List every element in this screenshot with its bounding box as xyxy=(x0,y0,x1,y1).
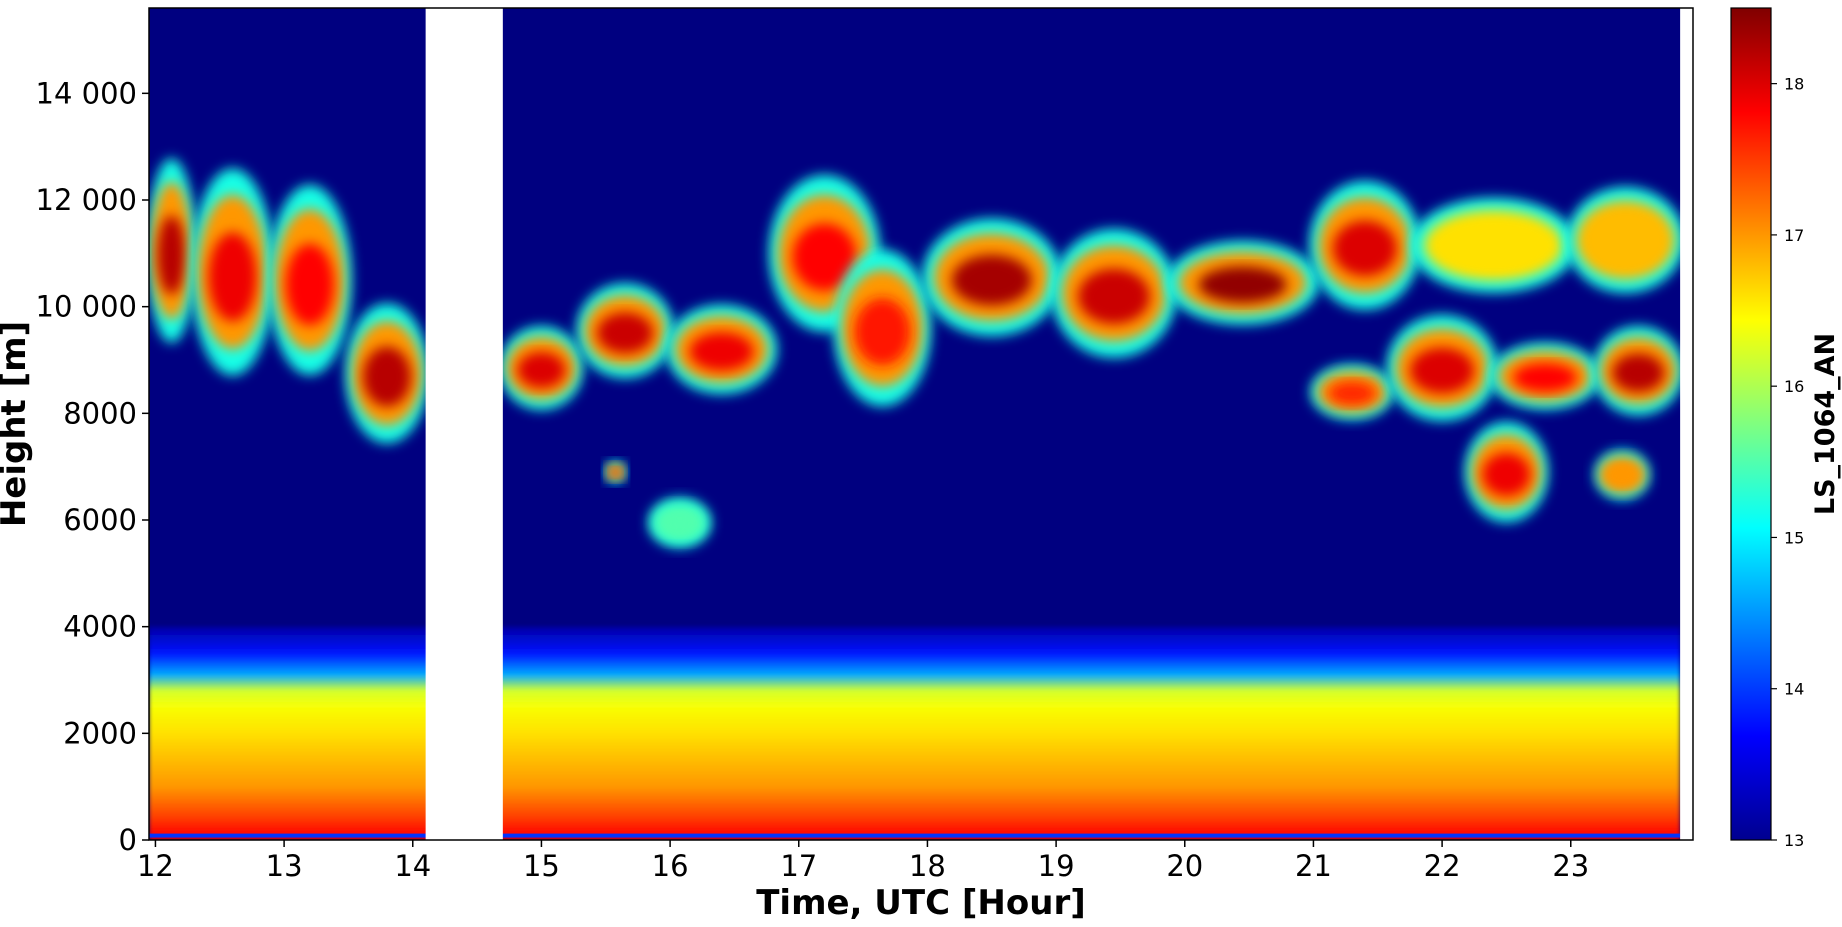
cloud-core xyxy=(285,243,334,326)
colorbar-tick-label: 14 xyxy=(1784,680,1804,699)
y-axis-ticks: 0 2000 4000 6000 8000 10 000 12 000 14 000 xyxy=(36,76,149,857)
cloud-core xyxy=(363,346,411,407)
cloud-core xyxy=(1591,219,1660,266)
data-gap xyxy=(425,8,503,840)
cloud-core xyxy=(609,467,622,478)
cloud-core xyxy=(1078,268,1150,324)
cloud-core xyxy=(1332,220,1397,276)
ground-signal-line xyxy=(149,833,1681,838)
x-tick-label: 18 xyxy=(909,849,946,883)
y-tick-label: 14 000 xyxy=(36,76,137,110)
x-tick-label: 23 xyxy=(1552,849,1589,883)
cloud-core xyxy=(157,215,186,295)
x-tick-label: 20 xyxy=(1166,849,1203,883)
cloud-core xyxy=(1612,353,1665,392)
colorbar-ticks: 13 14 15 16 17 18 xyxy=(1771,75,1804,850)
cloud-core xyxy=(597,312,653,354)
x-axis-ticks: 12 13 14 15 16 17 18 19 20 21 22 23 xyxy=(137,840,1589,883)
cloud-core xyxy=(1445,227,1542,268)
colorbar-tick-label: 18 xyxy=(1784,75,1804,94)
aerosol-layer xyxy=(149,626,1681,840)
x-tick-label: 15 xyxy=(523,849,560,883)
y-tick-label: 12 000 xyxy=(36,183,137,217)
y-tick-label: 10 000 xyxy=(36,290,137,324)
y-tick-label: 8000 xyxy=(63,396,137,430)
x-tick-label: 16 xyxy=(652,849,689,883)
plot-frame xyxy=(148,7,1694,841)
colorbar: 13 14 15 16 17 18 LS_1064_AN xyxy=(1730,7,1841,850)
cloud-core xyxy=(854,298,911,366)
x-tick-label: 13 xyxy=(266,849,303,883)
y-tick-label: 4000 xyxy=(63,610,137,644)
y-axis-label: Height [m] xyxy=(0,321,34,527)
x-tick-label: 21 xyxy=(1295,849,1332,883)
no-data-strip xyxy=(1680,8,1693,840)
x-tick-label: 12 xyxy=(137,849,174,883)
x-tick-label: 17 xyxy=(780,849,817,883)
cloud-core xyxy=(1198,266,1287,303)
cloud-core xyxy=(689,332,754,371)
cloud-core xyxy=(661,513,698,535)
cloud-core xyxy=(1328,381,1376,406)
cloud-core xyxy=(1410,347,1475,394)
cloud-core xyxy=(1482,452,1531,496)
colorbar-tick-label: 17 xyxy=(1784,226,1804,245)
cloud-core xyxy=(517,352,566,388)
colorbar-tick-label: 16 xyxy=(1784,377,1804,396)
x-tick-label: 22 xyxy=(1424,849,1461,883)
y-tick-label: 0 xyxy=(119,823,137,857)
cloud-core xyxy=(792,223,857,291)
colorbar-tick-label: 13 xyxy=(1784,831,1804,850)
cloud-core xyxy=(1606,465,1639,487)
cloud-core xyxy=(208,232,257,322)
colorbar-gradient xyxy=(1730,7,1772,841)
x-tick-label: 19 xyxy=(1038,849,1075,883)
cloud-core xyxy=(1513,363,1577,392)
cloud-core xyxy=(951,254,1032,306)
x-axis-label: Time, UTC [Hour] xyxy=(756,883,1086,923)
y-tick-label: 2000 xyxy=(63,716,137,750)
colorbar-label: LS_1064_AN xyxy=(1810,333,1841,515)
colorbar-tick-label: 15 xyxy=(1784,528,1804,547)
heatmap-plot-area xyxy=(149,8,1693,840)
x-tick-label: 14 xyxy=(394,849,431,883)
y-tick-label: 6000 xyxy=(63,503,137,537)
